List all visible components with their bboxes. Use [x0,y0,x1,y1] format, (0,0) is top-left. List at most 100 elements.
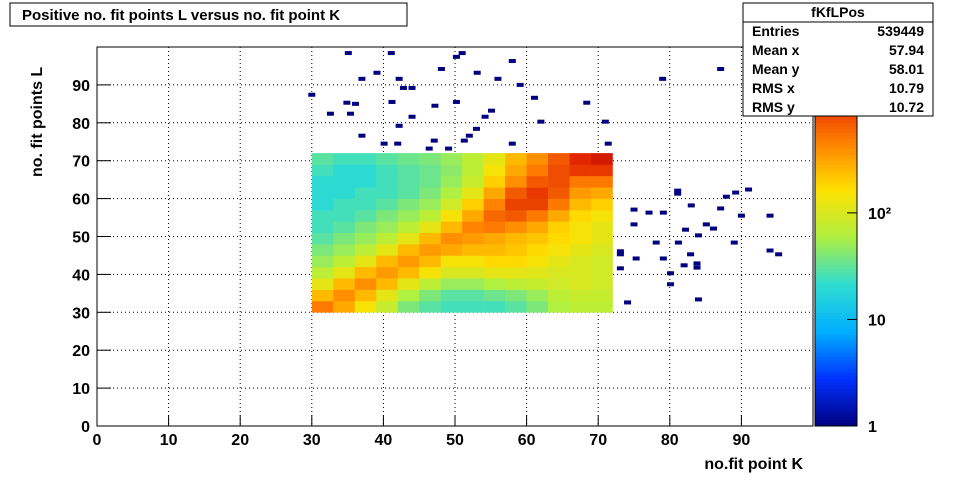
heat-cell [419,153,441,165]
colorbar-band [815,271,857,275]
colorbar-band [815,132,857,136]
heat-cell [526,209,549,222]
heat-cell [548,289,570,302]
sparse-cell [373,70,381,75]
heat-cell [569,300,592,313]
sparse-cell [431,103,439,108]
colorbar-band [815,347,857,351]
colorbar-band [815,283,857,288]
sparse-cell [326,111,334,116]
x-tick-label: 80 [661,432,679,449]
colorbar-band [815,277,857,282]
heat-cell [526,164,549,177]
heat-cell [397,255,420,268]
colorbar-band [815,413,857,418]
sparse-cell [452,54,460,59]
colorbar-band [815,343,857,348]
colorbar-band [815,151,857,155]
heat-cell [591,289,613,302]
heat-cell [526,153,549,165]
y-tick-label: 10 [72,381,90,398]
sparse-cell [693,261,701,266]
heat-cell [591,175,613,188]
x-tick-label: 0 [93,432,102,449]
sparse-cell [445,146,453,151]
heat-cell [591,266,613,279]
heat-cell [483,187,506,199]
heat-cell [376,209,399,222]
heat-cell [462,289,484,302]
heat-cell [419,187,441,199]
heat-cell [462,232,484,245]
stats-title: fKfLPos [811,4,865,20]
heat-cell [419,198,441,211]
colorbar-band [815,122,857,127]
heat-cell [526,300,549,313]
colorbar-band [815,280,857,285]
heat-cell [376,232,399,245]
x-tick-label: 40 [375,432,393,449]
heat-cell [462,198,484,211]
sparse-cell [460,138,468,143]
colorbar-band [815,318,857,323]
colorbar-band [815,353,857,358]
colorbar-band [815,198,857,203]
x-tick-label: 30 [303,432,321,449]
colorbar-band [815,135,857,140]
y-tick-label: 60 [72,192,90,209]
colorbar-band [815,381,857,386]
colorbar-band [815,372,857,376]
heat-cell [397,175,420,188]
colorbar-band [815,182,857,187]
colorbar-band [815,296,857,301]
colorbar-band [815,287,857,291]
colorbar-band [815,167,857,171]
colorbar-band [815,362,857,367]
colorbar-band [815,223,857,228]
heat-cell [569,289,592,302]
heat-cell [440,289,463,302]
heat-cell [440,198,463,211]
heat-cell [591,187,613,199]
title-box [9,2,408,27]
colorbar-band [815,397,857,402]
colorbar-band [815,163,857,168]
heat-cell [569,232,592,245]
colorbar-band [815,394,857,399]
stats-value: 539449 [877,23,924,39]
heat-cell [419,164,441,177]
heat-cell [354,244,377,256]
y-tick-label: 0 [81,419,90,436]
colorbar-band [815,129,857,133]
heat-cell [505,244,527,256]
sparse-cell [408,114,416,119]
heat-cell [483,175,506,188]
sparse-cell [616,266,624,271]
y-tick-label: 80 [72,116,90,133]
heat-cell [354,289,377,302]
heat-cell [419,221,441,234]
heat-cell [333,289,356,302]
sparse-cell [458,51,466,56]
heat-cell [505,232,527,245]
heat-cell [376,175,399,188]
heat-cell [440,187,463,199]
sparse-cell [387,51,395,56]
heat-cell [440,153,463,165]
sparse-cell [399,85,407,90]
sparse-cell [425,146,433,151]
colorbar-band [815,195,857,200]
colorbar-band [815,252,857,256]
colorbar-band [815,403,857,408]
colorbar-band [815,293,857,298]
colorbar-band [815,119,857,124]
heat-cell [419,209,441,222]
heat-cell [569,266,592,279]
sparse-cell [395,123,403,128]
heat-cell [397,153,420,165]
sparse-cell [766,248,774,253]
heat-cell [440,232,463,245]
heat-cell [311,209,334,222]
heat-cell [591,278,613,290]
